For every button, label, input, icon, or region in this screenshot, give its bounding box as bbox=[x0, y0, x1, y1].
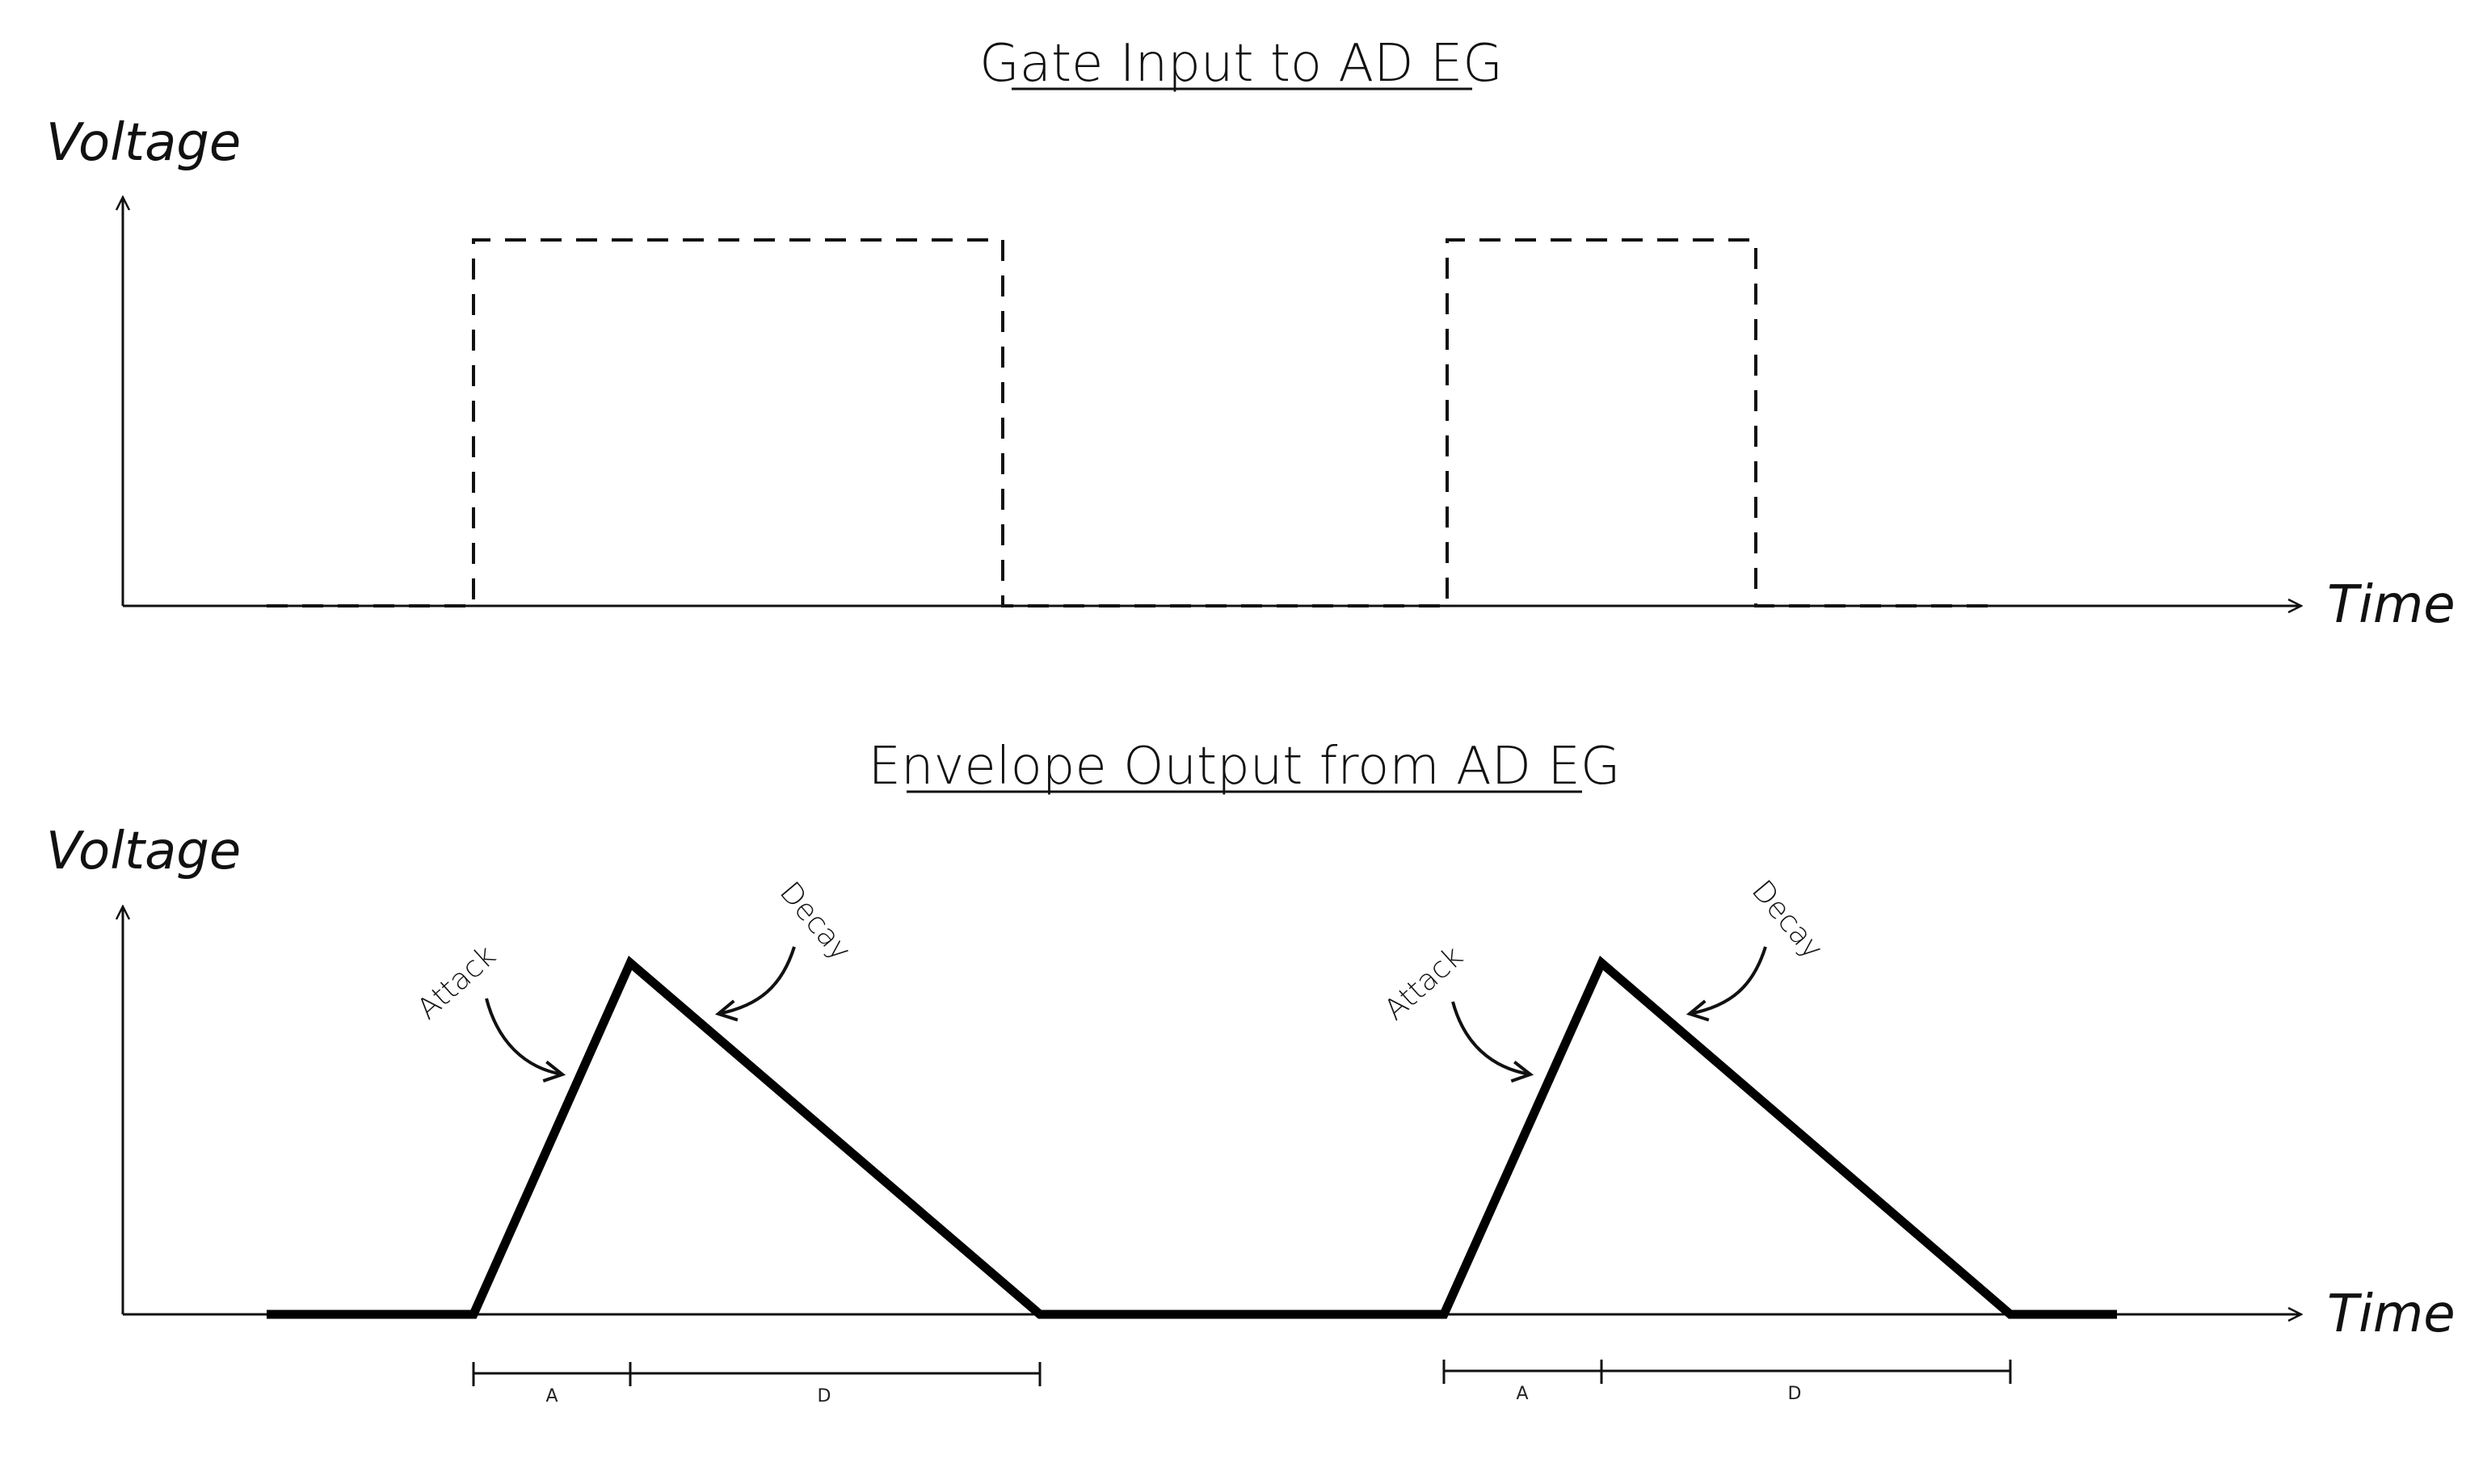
attack-marker: A bbox=[1516, 1384, 1528, 1404]
envelope-pulse-2-annotations: Attack Decay A D bbox=[1378, 874, 2012, 1404]
ad-dimension-markers: A D bbox=[1442, 1360, 2012, 1404]
envelope-pulse-1-annotations: Attack Decay A D bbox=[411, 876, 1042, 1406]
attack-label: Attack bbox=[411, 940, 503, 1026]
gate-panel-title: Gate Input to AD EG bbox=[979, 34, 1503, 94]
attack-arrow bbox=[485, 998, 562, 1074]
envelope-x-axis-label: Time bbox=[2327, 1284, 2456, 1344]
envelope-panel-title: Envelope Output from AD EG bbox=[869, 737, 1621, 797]
decay-label: Decay bbox=[1745, 874, 1829, 965]
attack-marker: A bbox=[545, 1386, 558, 1406]
gate-x-axis-label: Time bbox=[2327, 575, 2456, 635]
envelope-signal bbox=[267, 956, 2117, 1319]
attack-arrow bbox=[1451, 1001, 1530, 1074]
decay-marker: D bbox=[1788, 1384, 1802, 1404]
gate-y-axis-label: Voltage bbox=[46, 113, 241, 173]
decay-arrow bbox=[718, 946, 796, 1014]
envelope-y-axis-label: Voltage bbox=[46, 822, 241, 881]
ad-dimension-markers: A D bbox=[472, 1362, 1042, 1406]
decay-label: Decay bbox=[773, 876, 857, 967]
gate-signal bbox=[267, 238, 1993, 607]
decay-arrow bbox=[1690, 946, 1767, 1014]
gate-panel: Gate Input to AD EG Voltage Time bbox=[46, 34, 2456, 635]
decay-marker: D bbox=[818, 1386, 831, 1406]
envelope-panel: Envelope Output from AD EG Voltage Time … bbox=[46, 737, 2456, 1406]
